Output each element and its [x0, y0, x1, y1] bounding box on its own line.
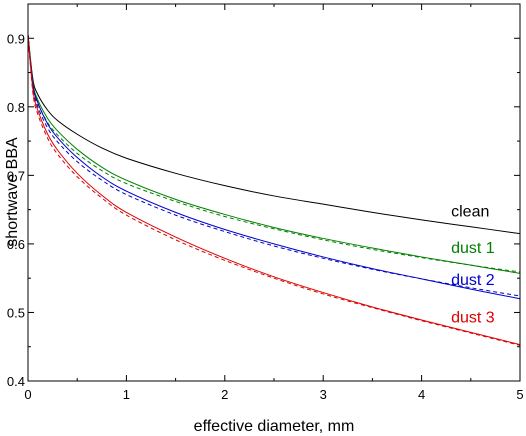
- x-tick-label: 5: [516, 387, 523, 402]
- y-tick-label: 0.6: [7, 237, 25, 252]
- y-tick-label: 0.7: [7, 168, 25, 183]
- tick-labels: 0 1 2 3 4 5 0.4 0.5 0.6 0.7 0.8 0.9: [7, 31, 524, 402]
- plot-frame: [27, 3, 521, 382]
- series-line-dashed-dashed: [27, 34, 521, 297]
- y-tick-label: 0.8: [7, 100, 25, 115]
- x-axis-title: effective diameter, mm: [194, 418, 355, 435]
- series-line-dashed-dashed: [27, 34, 521, 346]
- x-tick-label: 1: [123, 387, 130, 402]
- ticks: [27, 4, 521, 382]
- series-label-dust-1: dust 1: [451, 240, 495, 257]
- series-line-dust-3: [27, 34, 521, 346]
- y-tick-label: 0.5: [7, 305, 25, 320]
- x-tick-label: 2: [221, 387, 228, 402]
- x-tick-label: 3: [320, 387, 327, 402]
- series-line-dust-1: [27, 34, 521, 274]
- series-lines: [27, 34, 521, 346]
- y-tick-label: 0.4: [7, 374, 25, 389]
- y-axis-title: shortwave BBA: [4, 137, 21, 247]
- x-tick-label: 0: [24, 387, 31, 402]
- series-line-clean: [27, 34, 521, 235]
- series-labels: clean dust 1 dust 2 dust 3: [451, 203, 495, 326]
- y-tick-label: 0.9: [7, 31, 25, 46]
- series-label-clean: clean: [451, 203, 489, 220]
- series-label-dust-3: dust 3: [451, 310, 495, 327]
- x-tick-label: 4: [418, 387, 425, 402]
- series-line-dashed-dashed: [27, 34, 521, 273]
- series-label-dust-2: dust 2: [451, 272, 495, 289]
